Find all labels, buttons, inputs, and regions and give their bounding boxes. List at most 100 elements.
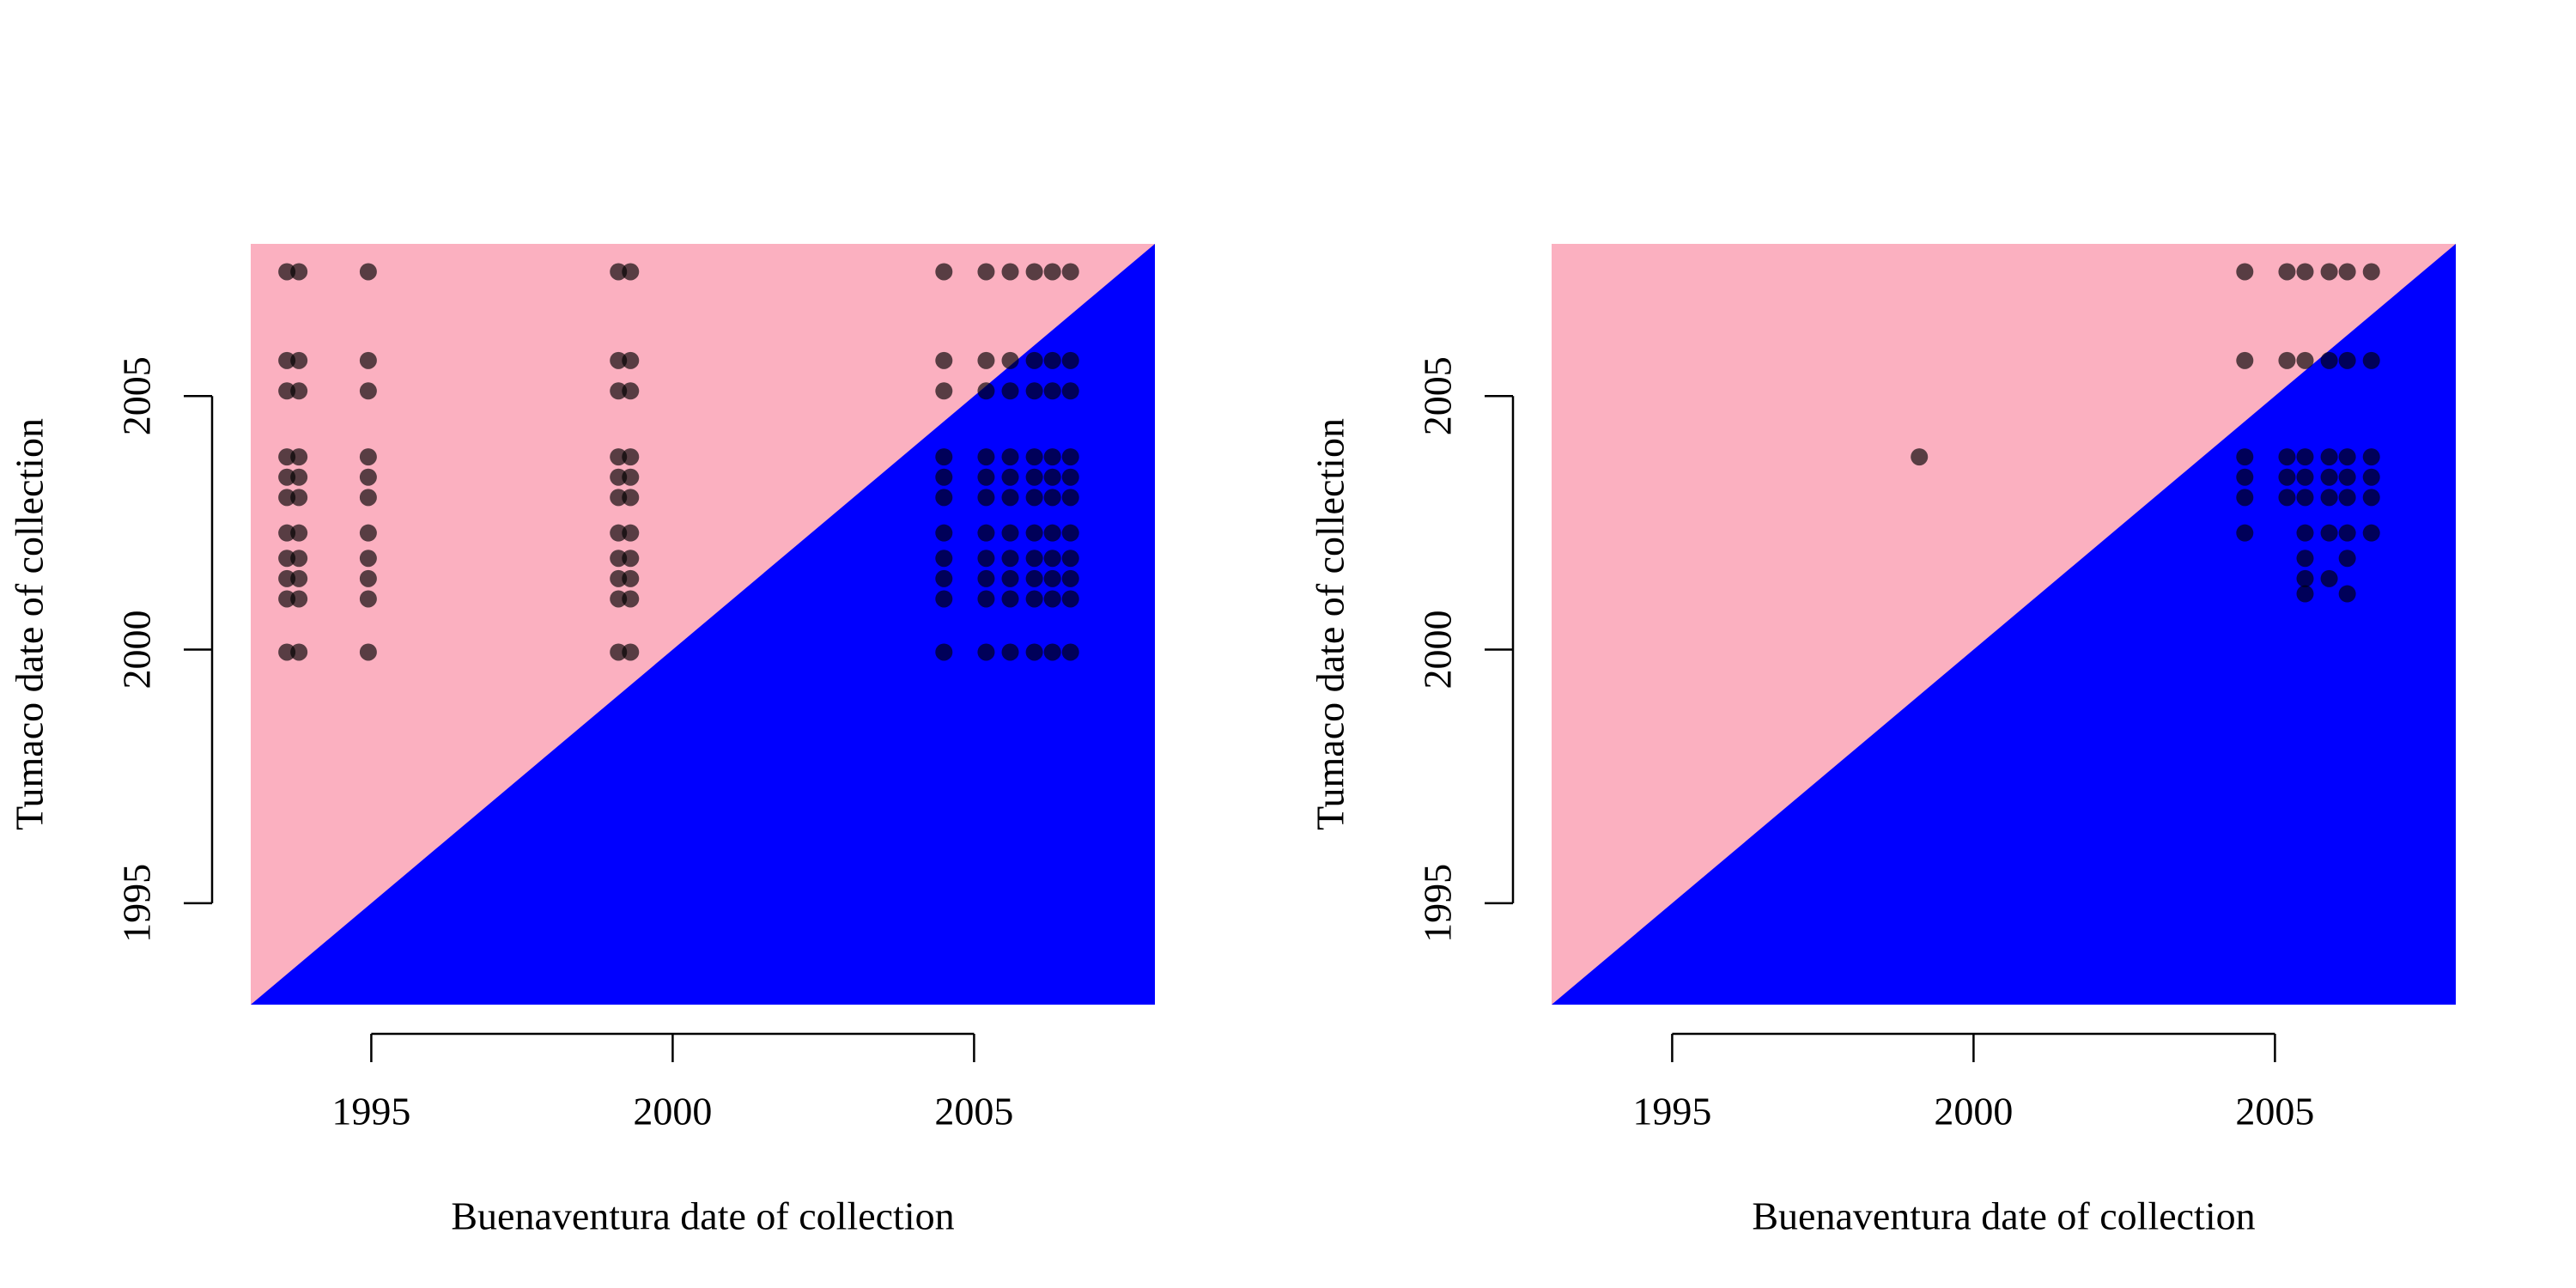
point (610, 643, 628, 661)
point (2338, 550, 2356, 568)
point (2236, 263, 2254, 281)
point (1043, 489, 1061, 507)
point (935, 524, 953, 542)
y-tick-label: 2000 (1416, 611, 1460, 690)
point (1061, 351, 1079, 369)
point (1025, 550, 1043, 568)
point (610, 590, 628, 608)
point (290, 590, 308, 608)
point (2320, 489, 2338, 507)
point (1001, 263, 1019, 281)
y-tick-label: 2000 (115, 611, 159, 690)
point (278, 263, 296, 281)
y-axis-label: Tumaco date of collection (1309, 418, 1352, 830)
point (977, 382, 995, 400)
point (610, 351, 628, 369)
point (2338, 468, 2356, 486)
point (2362, 468, 2380, 486)
point (2236, 448, 2254, 466)
point (1043, 590, 1061, 608)
point (2278, 448, 2296, 466)
point (935, 489, 953, 507)
region-below (251, 244, 1155, 1005)
point (935, 569, 953, 587)
point (1025, 382, 1043, 400)
point (610, 468, 628, 486)
point (1001, 569, 1019, 587)
point (1025, 263, 1043, 281)
point (610, 448, 628, 466)
point (1043, 643, 1061, 661)
point (278, 448, 296, 466)
point (290, 263, 308, 281)
point (290, 489, 308, 507)
point (2320, 351, 2338, 369)
point (1043, 263, 1061, 281)
point (1025, 351, 1043, 369)
point (610, 569, 628, 587)
point (935, 382, 953, 400)
point (1061, 569, 1079, 587)
y-axis-label: Tumaco date of collection (8, 418, 52, 830)
point (2338, 263, 2356, 281)
point (2296, 263, 2314, 281)
point (610, 524, 628, 542)
point (1061, 448, 1079, 466)
point (359, 382, 377, 400)
point (1001, 489, 1019, 507)
point (1043, 524, 1061, 542)
point (935, 351, 953, 369)
y-tick-label: 1995 (1416, 864, 1460, 943)
point (2296, 489, 2314, 507)
point (2236, 351, 2254, 369)
point (2278, 468, 2296, 486)
region-below (1552, 244, 2456, 1005)
point (1025, 569, 1043, 587)
point (622, 468, 640, 486)
point (1043, 468, 1061, 486)
point (2362, 489, 2380, 507)
x-tick-label: 1995 (331, 1090, 410, 1133)
point (977, 263, 995, 281)
point (278, 569, 296, 587)
point (278, 590, 296, 608)
point (1043, 351, 1061, 369)
point (1001, 590, 1019, 608)
point (1025, 448, 1043, 466)
x-tick-label: 2005 (934, 1090, 1013, 1133)
point (290, 351, 308, 369)
point (278, 643, 296, 661)
point (1061, 524, 1079, 542)
point (2278, 263, 2296, 281)
point (2296, 351, 2314, 369)
point (290, 382, 308, 400)
point (1911, 448, 1929, 466)
point (290, 448, 308, 466)
point (1043, 569, 1061, 587)
point (359, 489, 377, 507)
point (977, 351, 995, 369)
point (935, 550, 953, 568)
point (935, 468, 953, 486)
point (1061, 489, 1079, 507)
point (2296, 585, 2314, 603)
point (610, 489, 628, 507)
point (622, 351, 640, 369)
point (1061, 263, 1079, 281)
point (359, 550, 377, 568)
point (935, 590, 953, 608)
point (2278, 351, 2296, 369)
point (359, 351, 377, 369)
point (622, 569, 640, 587)
point (622, 263, 640, 281)
point (1061, 643, 1079, 661)
point (278, 550, 296, 568)
point (359, 569, 377, 587)
x-tick-label: 2000 (1934, 1090, 2013, 1133)
point (1025, 524, 1043, 542)
point (977, 590, 995, 608)
point (610, 263, 628, 281)
point (1025, 590, 1043, 608)
point (2362, 263, 2380, 281)
